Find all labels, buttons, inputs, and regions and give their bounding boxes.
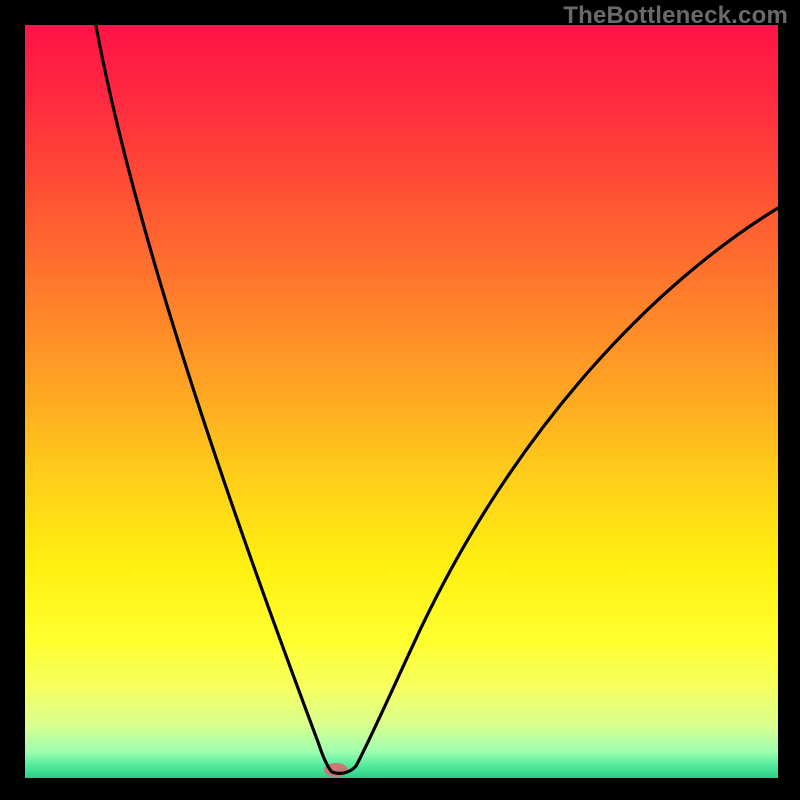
bottleneck-chart-svg — [0, 0, 800, 800]
gradient-plot-area — [25, 25, 778, 778]
chart-stage: TheBottleneck.com — [0, 0, 800, 800]
watermark-text: TheBottleneck.com — [563, 2, 788, 30]
